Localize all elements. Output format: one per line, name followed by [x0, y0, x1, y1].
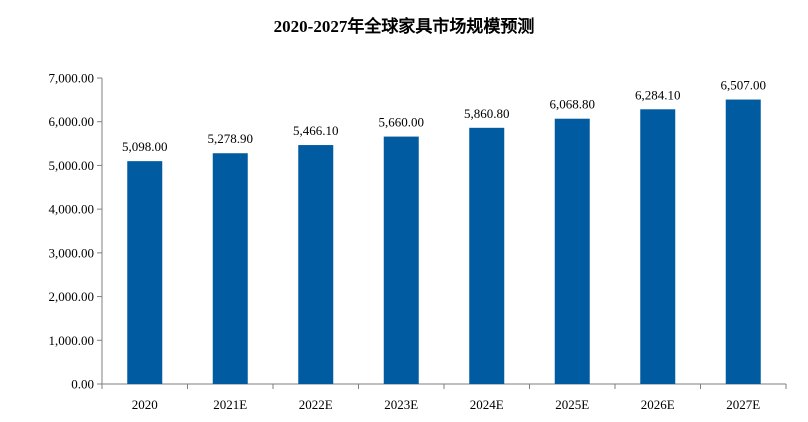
x-tick-label: 2027E [726, 397, 760, 412]
y-tick-label: 1,000.00 [49, 333, 95, 348]
data-label: 5,860.80 [464, 106, 510, 121]
y-tick-label: 4,000.00 [49, 202, 95, 217]
data-label: 5,098.00 [122, 139, 168, 154]
x-tick-label: 2023E [384, 397, 418, 412]
data-label: 6,284.10 [635, 87, 681, 102]
x-tick-label: 2020 [132, 397, 158, 412]
bar [212, 153, 248, 384]
y-tick-label: 0.00 [71, 377, 94, 392]
bars [127, 99, 761, 385]
x-tick-label: 2025E [555, 397, 589, 412]
y-tick-label: 5,000.00 [49, 158, 95, 173]
chart-title: 2020-2027年全球家具市场规模预测 [273, 17, 535, 36]
bar [554, 118, 590, 385]
bar [725, 99, 761, 384]
x-tick-label: 2024E [470, 397, 504, 412]
bar [469, 127, 505, 384]
y-axis: 0.00 1,000.00 2,000.00 3,000.00 4,000.00 5,00… [49, 71, 103, 392]
x-tick-label: 2026E [641, 397, 675, 412]
y-tick-label: 7,000.00 [49, 71, 95, 86]
y-tick-label: 3,000.00 [49, 245, 95, 260]
bar [127, 161, 163, 384]
data-label: 5,660.00 [379, 115, 425, 130]
x-axis: 2020 2021E 2022E 2023E 2024E 2025E 2026E 2027E [101, 383, 787, 412]
bar [640, 109, 676, 385]
data-label: 6,068.80 [550, 97, 596, 112]
data-labels: 5,098.00 5,278.90 5,466.10 5,660.00 5,860.80… [122, 78, 766, 155]
x-tick-label: 2022E [299, 397, 333, 412]
data-label: 5,466.10 [293, 123, 339, 138]
y-tick-label: 2,000.00 [49, 289, 95, 304]
x-tick-label: 2021E [213, 397, 247, 412]
y-tick-label: 6,000.00 [49, 114, 95, 129]
data-label: 5,278.90 [208, 131, 254, 146]
data-label: 6,507.00 [721, 78, 767, 93]
bar [298, 145, 334, 384]
bar [383, 136, 419, 384]
